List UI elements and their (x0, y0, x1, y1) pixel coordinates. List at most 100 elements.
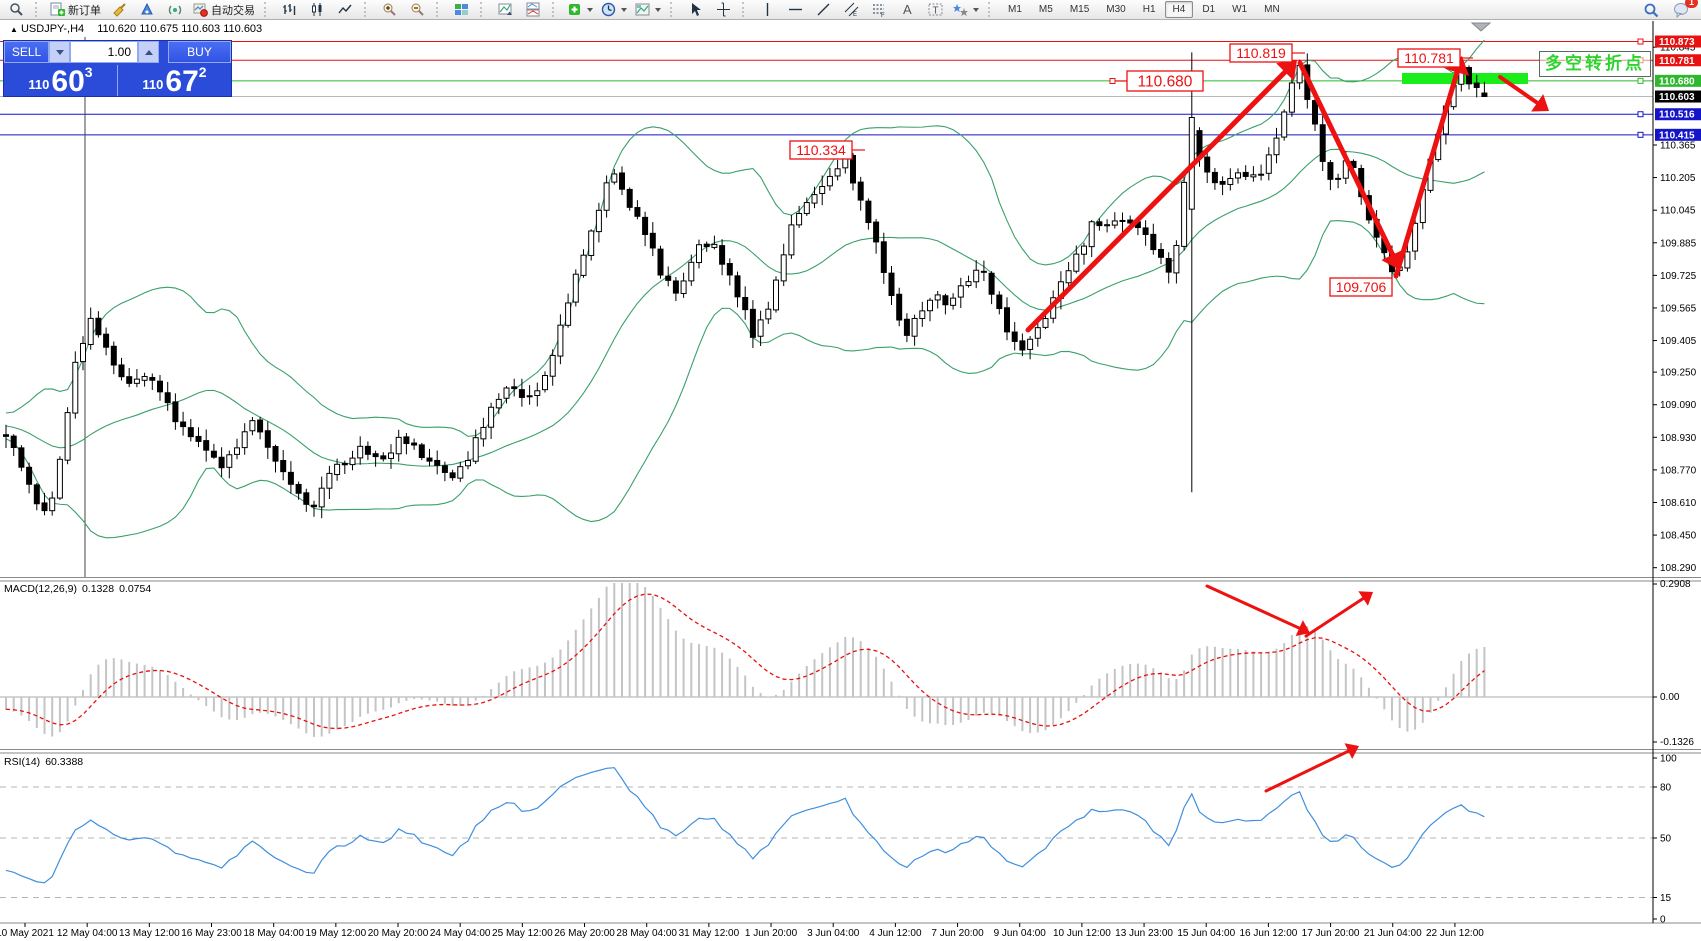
tile-windows-icon[interactable] (448, 0, 474, 20)
svg-text:108.450: 108.450 (1660, 531, 1697, 542)
vertical-line-icon[interactable] (754, 0, 780, 20)
svg-text:25 May 12:00: 25 May 12:00 (492, 928, 553, 939)
price-axis[interactable]: 110.845 110.365 110.205 110.045 109.885 109.7… (1652, 21, 1701, 926)
new-order-button[interactable]: 新订单 (47, 0, 104, 20)
chat-icon[interactable]: 1 (1668, 0, 1698, 20)
chart-ohlc-values: 110.620 110.675 110.603 110.603 (97, 23, 263, 35)
line-chart-icon[interactable] (332, 0, 358, 20)
tf-button-M15[interactable]: M15 (1069, 4, 1090, 15)
svg-text:110.680: 110.680 (1138, 74, 1193, 91)
svg-text:109.885: 109.885 (1660, 238, 1697, 249)
bollinger-middle (5, 148, 1485, 467)
channel-icon[interactable]: E (838, 0, 864, 20)
rsi-name: RSI(14) (4, 756, 41, 768)
tf-button-M5[interactable]: M5 (1038, 4, 1053, 15)
signals-icon[interactable] (162, 0, 188, 20)
svg-text:4 Jun 12:00: 4 Jun 12:00 (869, 928, 922, 939)
toolbar-separator (480, 2, 486, 17)
volume-increase-button[interactable] (138, 41, 159, 63)
tf-button-D1[interactable]: D1 (1202, 4, 1216, 15)
price-label-110.680[interactable]: 110.680 (1109, 70, 1204, 92)
bid-prefix: 110 (28, 77, 50, 92)
price-badge (1655, 74, 1701, 87)
price-label-110.334[interactable]: 110.334 (789, 140, 865, 160)
period-clock-dropdown[interactable] (598, 0, 630, 20)
sell-button[interactable]: SELL (4, 41, 49, 63)
svg-text:F: F (881, 13, 885, 17)
price-label-109.706[interactable]: 109.706 (1329, 277, 1393, 297)
indicator-window-icon[interactable] (520, 0, 546, 20)
hlines-layer (0, 38, 1653, 138)
toolbar-separator (35, 2, 41, 17)
price-badge (1655, 108, 1701, 121)
chart-shift-marker[interactable] (1470, 22, 1492, 32)
tf-button-H1[interactable]: H1 (1142, 4, 1156, 15)
trend-arrows[interactable] (1025, 56, 1549, 793)
triangle-down-icon (55, 49, 64, 55)
tf-button-W1[interactable]: W1 (1232, 4, 1248, 15)
svg-text:108.610: 108.610 (1660, 498, 1697, 509)
collapse-arrow-icon[interactable]: ▲ (10, 25, 18, 34)
bar-chart-icon[interactable] (276, 0, 302, 20)
tf-button-M1[interactable]: M1 (1008, 4, 1022, 15)
tf-button-H4[interactable]: H4 (1164, 1, 1194, 18)
indicators-icon[interactable] (492, 0, 518, 20)
bid-price[interactable]: 110 60 3 (4, 63, 117, 98)
tf-button-MN[interactable]: MN (1264, 4, 1280, 15)
svg-text:109.706: 109.706 (1336, 279, 1387, 295)
bollinger-lower (5, 219, 1485, 539)
svg-text:18 May 04:00: 18 May 04:00 (243, 928, 304, 939)
svg-text:21 Jun 04:00: 21 Jun 04:00 (1364, 928, 1422, 939)
buy-button[interactable]: BUY (168, 41, 231, 63)
svg-text:108.930: 108.930 (1660, 433, 1697, 444)
horizontal-line-icon[interactable] (782, 0, 808, 20)
zoom-out-icon[interactable] (404, 0, 430, 20)
template-dropdown[interactable] (632, 0, 664, 20)
bid-main: 60 (51, 65, 85, 98)
svg-text:T: T (932, 6, 938, 17)
svg-text:110.819: 110.819 (1236, 45, 1286, 61)
broom-icon[interactable] (106, 0, 132, 20)
macd-name: MACD(12,26,9) (4, 583, 77, 595)
cursor-icon[interactable] (682, 0, 708, 20)
svg-text:12 May 04:00: 12 May 04:00 (57, 928, 118, 939)
search-icon[interactable] (1638, 0, 1664, 20)
text-icon[interactable]: A (894, 0, 920, 20)
candlestick-chart-icon[interactable] (304, 0, 330, 20)
zoom-in-icon[interactable] (376, 0, 402, 20)
volume-input[interactable]: 1.00 (70, 41, 138, 63)
toolbar-right-group: 1 (1638, 0, 1698, 20)
tf-button-M30[interactable]: M30 (1106, 4, 1126, 15)
highlight-zone[interactable] (1402, 73, 1528, 84)
crossh air-icon[interactable] (710, 0, 736, 20)
fibonacci-icon[interactable]: F (866, 0, 892, 20)
price-callouts[interactable]: 110.819 110.680 110.334 109.706 110.781 (789, 43, 1473, 297)
time-axis[interactable]: 10 May 2021 12 May 04:00 13 May 12:00 16 Ma… (0, 923, 1484, 939)
svg-text:110.873: 110.873 (1659, 37, 1695, 48)
macd-layer (0, 583, 1653, 737)
magnifier-icon[interactable] (3, 0, 29, 20)
autotrading-button[interactable]: 自动交易 (190, 0, 258, 20)
ask-main: 67 (165, 65, 199, 98)
macd-label: MACD(12,26,9) 0.1328 0.0754 (4, 583, 157, 595)
svg-text:110.781: 110.781 (1404, 50, 1454, 66)
add-indicator-dropdown[interactable] (564, 0, 596, 20)
bollinger-layer (5, 39, 1485, 539)
trendline-icon[interactable] (810, 0, 836, 20)
turning-point-note[interactable]: 多空转折点 (1539, 51, 1651, 77)
price-label-110.781[interactable]: 110.781 (1397, 48, 1473, 68)
arrow-objects-dropdown[interactable] (950, 0, 982, 20)
new-order-label: 新订单 (68, 4, 101, 17)
svg-text:10 May 2021: 10 May 2021 (0, 928, 54, 939)
price-label-110.819[interactable]: 110.819 (1229, 43, 1305, 63)
chevron-down-icon (587, 7, 593, 12)
metaeditor-icon[interactable] (134, 0, 160, 20)
text-label-icon[interactable]: T (922, 0, 948, 20)
ask-price[interactable]: 110 67 2 (118, 63, 231, 98)
svg-text:1 Jun 20:00: 1 Jun 20:00 (745, 928, 798, 939)
volume-decrease-button[interactable] (49, 41, 70, 63)
svg-text:0.00: 0.00 (1660, 692, 1680, 703)
svg-text:-0.1326: -0.1326 (1660, 737, 1694, 748)
rsi-value: 60.3388 (45, 756, 84, 768)
